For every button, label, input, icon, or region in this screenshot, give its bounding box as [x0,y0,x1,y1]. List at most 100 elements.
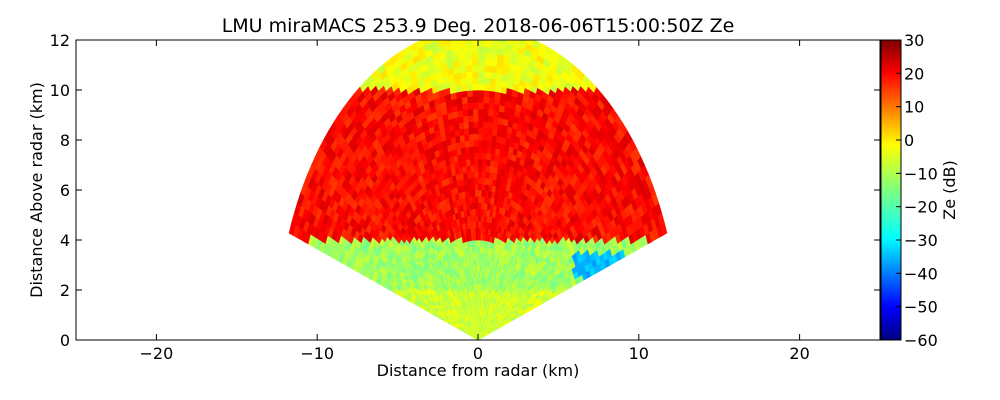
scan-cell [482,121,489,129]
scan-cell [489,71,497,80]
scan-cell [458,128,465,137]
scan-cell [480,214,484,222]
scan-cell [471,52,479,60]
scan-cell [477,40,486,47]
colorbar-tick-label: 10 [904,98,924,117]
scan-cell [489,159,495,168]
scan-cell [466,83,473,91]
scan-cell [473,139,479,147]
scan-cell [464,46,472,54]
scan-cell [462,115,469,123]
scan-cell [488,96,495,105]
scan-cell [481,183,486,191]
x-axis-label: Distance from radar (km) [377,361,580,380]
colorbar-tick-label: −10 [904,164,938,183]
scan-cell [490,52,498,61]
scan-cell [461,102,468,111]
y-tick-label: 8 [60,131,70,150]
scan-cell [473,164,479,172]
scan-cell [477,145,483,153]
radar-scan-layer [288,40,668,340]
scan-cell [472,89,479,97]
scan-cell [466,89,473,98]
scan-cell [474,196,479,203]
scan-cell [465,77,473,85]
scan-cell [457,46,466,55]
scan-cell [477,177,482,185]
scan-cell [473,170,479,178]
scan-cell [459,65,467,74]
x-tick-label: 10 [629,344,649,363]
scan-cell [490,40,499,49]
scan-cell [468,133,474,141]
scan-cell [504,40,513,45]
scan-cell [463,133,470,142]
y-tick-label: 10 [50,81,70,100]
scan-cell [459,71,467,80]
y-tick-label: 6 [60,181,70,200]
scan-cell [481,152,487,160]
scan-cell [443,40,452,45]
scan-cell [471,83,479,91]
scan-cell [477,83,485,91]
scan-cell [483,77,491,85]
scan-cell [464,52,473,60]
scan-cell [488,90,496,98]
scan-cell [477,170,483,178]
scan-cell [481,164,487,173]
scan-cell [471,70,479,79]
scan-cell [460,90,468,98]
scan-cell [477,52,485,60]
scan-cell [484,40,492,48]
scan-cell [477,158,483,166]
scan-cell [468,146,475,154]
scan-cell [477,164,483,172]
scan-cell [472,114,479,122]
scan-cell [482,96,490,104]
scan-cell [477,183,482,191]
scan-cell [477,120,484,128]
scan-cell [485,158,491,167]
scan-cell [472,120,479,128]
scan-cell [484,46,492,54]
scan-cell [481,158,487,166]
scan-cell [477,202,482,210]
scan-cell [489,77,496,86]
scan-cell [460,84,468,92]
scan-cell [465,58,473,67]
scan-cell [477,102,484,110]
scan-cell [483,58,491,67]
scan-cell [482,102,490,110]
scan-cell [469,158,475,166]
scan-cell [467,121,474,129]
scan-cell [482,127,488,135]
scan-cell [480,227,484,235]
scan-cell [474,208,479,216]
y-axis-label: Distance Above radar (km) [27,82,46,298]
scan-cell [481,177,486,185]
scan-cell [471,195,476,204]
scan-cell [483,89,490,98]
colorbar-tick-label: −50 [904,298,938,317]
scan-cell [471,64,479,72]
scan-cell [470,171,475,179]
colorbar-tick-label: 0 [904,131,914,150]
scan-cell [477,89,484,97]
scan-cell [483,64,491,73]
y-tick-label: 12 [50,31,70,50]
scan-cell [491,128,498,137]
scan-cell [484,183,489,192]
x-tick-label: −20 [140,344,174,363]
scan-cell [458,59,467,67]
scan-cell [488,102,495,111]
scan-cell [485,152,491,161]
colorbar [880,39,902,341]
scan-cell [488,84,496,92]
scan-cell [471,45,479,54]
scan-cell [483,71,491,79]
scan-cell [489,153,496,161]
scan-cell [483,196,489,204]
scan-cell [490,140,497,149]
scan-cell [477,139,483,147]
